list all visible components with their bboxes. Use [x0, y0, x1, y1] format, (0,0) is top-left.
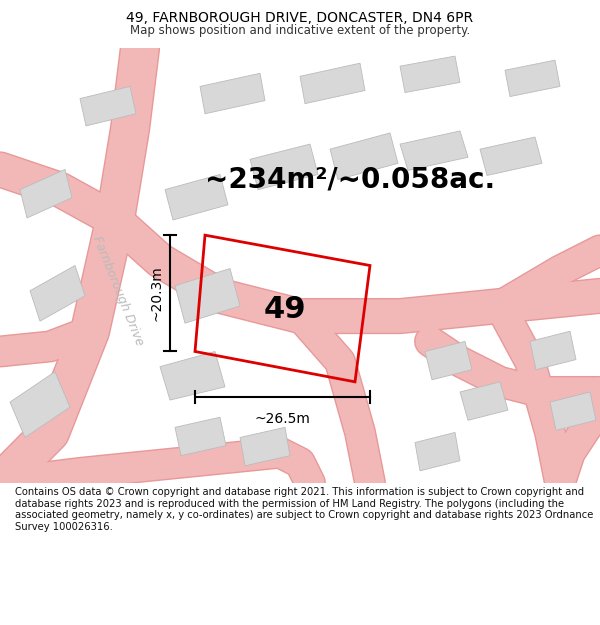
Polygon shape [550, 392, 596, 431]
Polygon shape [165, 174, 228, 220]
Polygon shape [415, 432, 460, 471]
Polygon shape [175, 418, 226, 456]
Polygon shape [30, 266, 85, 321]
Text: ~234m²/~0.058ac.: ~234m²/~0.058ac. [205, 166, 495, 194]
Text: ~20.3m: ~20.3m [149, 266, 163, 321]
Polygon shape [460, 382, 508, 420]
Polygon shape [400, 131, 468, 171]
Text: 49, FARNBOROUGH DRIVE, DONCASTER, DN4 6PR: 49, FARNBOROUGH DRIVE, DONCASTER, DN4 6P… [127, 11, 473, 24]
Polygon shape [480, 137, 542, 176]
Polygon shape [505, 60, 560, 96]
Polygon shape [10, 372, 70, 438]
Text: ~26.5m: ~26.5m [254, 412, 310, 426]
Polygon shape [425, 341, 472, 380]
Polygon shape [330, 133, 398, 179]
Text: 49: 49 [263, 294, 307, 324]
Polygon shape [80, 86, 136, 126]
Polygon shape [240, 428, 290, 466]
Polygon shape [200, 73, 265, 114]
Polygon shape [400, 56, 460, 92]
Text: Map shows position and indicative extent of the property.: Map shows position and indicative extent… [130, 24, 470, 38]
Text: Farnborough Drive: Farnborough Drive [90, 234, 146, 348]
Polygon shape [530, 331, 576, 370]
Polygon shape [20, 169, 72, 218]
Polygon shape [175, 269, 240, 323]
Polygon shape [300, 63, 365, 104]
Polygon shape [160, 351, 225, 400]
Polygon shape [250, 144, 318, 189]
Text: Contains OS data © Crown copyright and database right 2021. This information is : Contains OS data © Crown copyright and d… [15, 488, 593, 532]
